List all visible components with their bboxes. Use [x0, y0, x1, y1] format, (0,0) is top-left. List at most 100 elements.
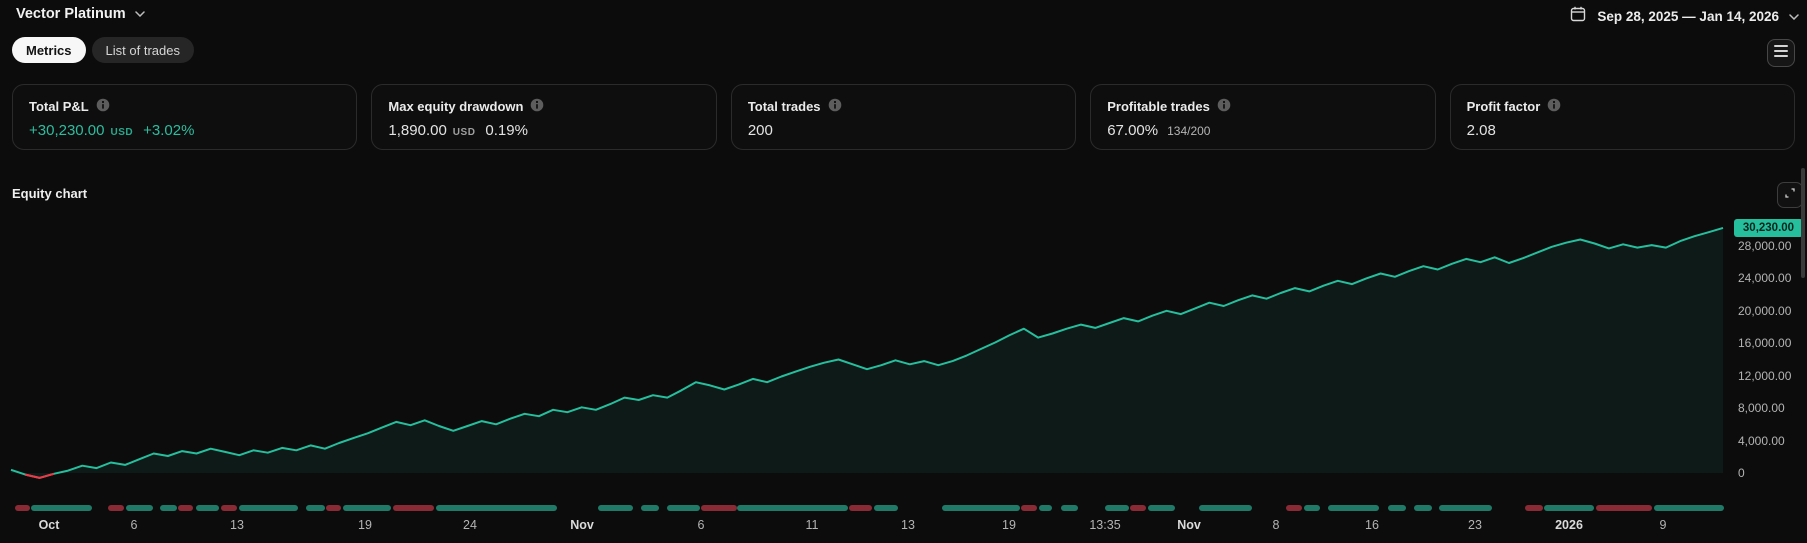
winning-trades-marker[interactable] — [1654, 505, 1724, 511]
value-main: 2.08 — [1466, 122, 1496, 139]
x-axis-label: 16 — [1365, 518, 1379, 532]
y-axis-label: 4,000.00 — [1738, 433, 1785, 448]
tab-list-of-trades[interactable]: List of trades — [91, 37, 194, 63]
winning-trades-marker[interactable] — [942, 505, 1020, 511]
x-axis-label: Nov — [1177, 518, 1201, 532]
losing-trades-marker[interactable] — [1130, 505, 1146, 511]
card-label: Total trades — [747, 99, 821, 114]
x-axis-label: 13:35 — [1089, 518, 1121, 532]
x-axis-label: 19 — [1002, 518, 1016, 532]
tab-list-of-trades-label: List of trades — [105, 42, 180, 58]
winning-trades-marker[interactable] — [1544, 505, 1594, 511]
value-ratio: 134/200 — [1167, 124, 1211, 138]
x-axis-label: 2026 — [1555, 518, 1583, 532]
losing-trades-marker[interactable] — [1525, 505, 1543, 511]
winning-trades-marker[interactable] — [737, 505, 848, 511]
losing-trades-marker[interactable] — [1286, 505, 1302, 511]
card-profit-factor: Profit factor 2.08 — [1449, 84, 1796, 150]
winning-trades-marker[interactable] — [667, 505, 700, 511]
x-axis-label: 8 — [1272, 518, 1280, 532]
losing-trades-marker[interactable] — [15, 505, 30, 511]
winning-trades-marker[interactable] — [598, 505, 633, 511]
y-axis-label: 12,000.00 — [1738, 368, 1792, 383]
x-axis-label: 13 — [230, 518, 244, 532]
x-axis-label: 6 — [130, 518, 138, 532]
value-percent: 0.19% — [485, 122, 528, 139]
losing-trades-marker[interactable] — [1021, 505, 1037, 511]
winning-trades-marker[interactable] — [239, 505, 298, 511]
winning-trades-marker[interactable] — [1414, 505, 1432, 511]
info-icon[interactable] — [1547, 98, 1561, 115]
losing-trades-marker[interactable] — [849, 505, 872, 511]
winning-trades-marker[interactable] — [306, 505, 325, 511]
winning-trades-marker[interactable] — [436, 505, 557, 511]
value-currency: USD — [110, 127, 134, 138]
y-axis-label: 20,000.00 — [1738, 303, 1792, 318]
winning-trades-marker[interactable] — [1061, 505, 1078, 511]
losing-trades-marker[interactable] — [393, 505, 434, 511]
last-value-badge: 30,230.00 — [1734, 218, 1803, 237]
layout-toggle-button[interactable] — [1767, 39, 1795, 67]
scrollbar-thumb[interactable] — [1801, 168, 1805, 278]
card-max-drawdown: Max equity drawdown 1,890.00 USD 0.19% — [371, 84, 717, 150]
winning-trades-marker[interactable] — [1199, 505, 1252, 511]
expand-chart-button[interactable] — [1777, 182, 1803, 208]
winning-trades-marker[interactable] — [1328, 505, 1379, 511]
value-currency: USD — [452, 127, 476, 138]
card-total-trades: Total trades 200 — [730, 84, 1077, 150]
calendar-icon — [1569, 5, 1587, 28]
metric-cards-row: Total P&L +30,230.00 USD +3.02% Max equi… — [12, 84, 1796, 150]
winning-trades-marker[interactable] — [641, 505, 659, 511]
card-label: Total P&L — [29, 99, 89, 114]
x-axis-label: 24 — [463, 518, 477, 532]
card-value: +30,230.00 USD +3.02% — [29, 122, 340, 139]
losing-trades-marker[interactable] — [326, 505, 341, 511]
losing-trades-marker[interactable] — [108, 505, 124, 511]
list-layout-icon — [1774, 44, 1788, 62]
y-axis-label: 8,000.00 — [1738, 401, 1785, 416]
winning-trades-marker[interactable] — [196, 505, 219, 511]
expand-icon — [1784, 186, 1796, 204]
winning-trades-marker[interactable] — [1439, 505, 1492, 511]
winning-trades-marker[interactable] — [1039, 505, 1052, 511]
winning-trades-marker[interactable] — [126, 505, 153, 511]
view-tabs: Metrics List of trades — [12, 37, 194, 63]
equity-line-negative-segment — [25, 472, 55, 479]
winning-trades-marker[interactable] — [343, 505, 391, 511]
info-icon[interactable] — [530, 98, 544, 115]
losing-trades-marker[interactable] — [221, 505, 237, 511]
y-axis-label: 0 — [1738, 466, 1745, 480]
chevron-down-icon — [1789, 13, 1799, 20]
winning-trades-marker[interactable] — [1388, 505, 1406, 511]
date-range-picker[interactable]: Sep 28, 2025 — Jan 14, 2026 — [1569, 5, 1799, 28]
value-main: 200 — [747, 122, 773, 139]
value-main: +30,230.00 — [29, 122, 105, 139]
x-axis-label: 9 — [1659, 518, 1667, 532]
card-label: Profit factor — [1466, 99, 1541, 114]
losing-trades-marker[interactable] — [701, 505, 737, 511]
winning-trades-marker[interactable] — [160, 505, 177, 511]
info-icon[interactable] — [1217, 98, 1231, 115]
card-total-pnl: Total P&L +30,230.00 USD +3.02% — [12, 84, 358, 150]
value-main: 1,890.00 — [388, 122, 447, 139]
winning-trades-marker[interactable] — [1304, 505, 1320, 511]
winning-trades-marker[interactable] — [874, 505, 898, 511]
winning-trades-marker[interactable] — [31, 505, 92, 511]
chevron-down-icon — [134, 11, 145, 17]
equity-area-fill — [11, 227, 1723, 478]
info-icon[interactable] — [96, 98, 110, 115]
tab-metrics[interactable]: Metrics — [12, 37, 86, 63]
info-icon[interactable] — [828, 98, 842, 115]
y-axis-label: 28,000.00 — [1738, 238, 1792, 253]
x-axis-label: 6 — [697, 518, 705, 532]
tab-metrics-label: Metrics — [26, 42, 72, 58]
x-axis-label: 11 — [805, 518, 819, 532]
winning-trades-marker[interactable] — [1105, 505, 1129, 511]
losing-trades-marker[interactable] — [178, 505, 193, 511]
strategy-selector[interactable]: Vector Platinum — [16, 6, 145, 22]
losing-trades-marker[interactable] — [1596, 505, 1652, 511]
card-value: 2.08 — [1467, 122, 1778, 139]
winning-trades-marker[interactable] — [1148, 505, 1175, 511]
